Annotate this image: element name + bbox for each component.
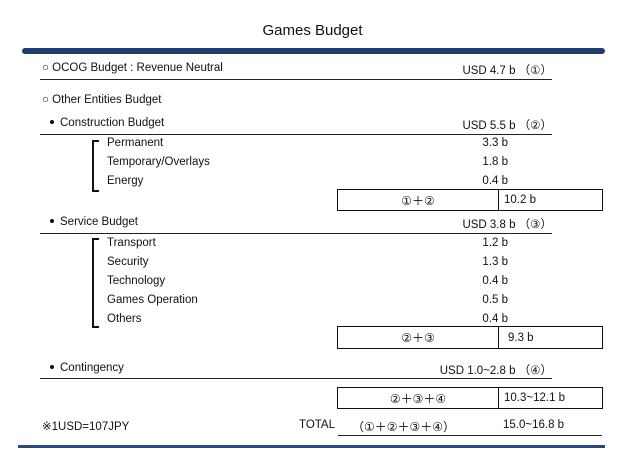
- sum-value: 10.3~12.1 b: [504, 392, 566, 404]
- service-underline: [40, 233, 552, 234]
- total-value: 15.0~16.8 b: [503, 419, 565, 431]
- sum-formula: ②＋③＋④: [389, 391, 447, 406]
- bullet-icon: [50, 218, 54, 223]
- service-item-label: Others: [107, 313, 142, 325]
- other-entities-label: ○ Other Entities Budget: [42, 94, 162, 106]
- header-bar: [22, 48, 605, 54]
- contingency-underline: [40, 378, 552, 379]
- contingency-sum-box: ②＋③＋④ 10.3~12.1 b: [337, 387, 603, 409]
- service-item-label: Technology: [107, 275, 166, 287]
- service-item-value: 0.4 b: [482, 313, 508, 325]
- total-formula: （①＋②＋③＋④）: [352, 420, 456, 434]
- construction-item-value: 1.8 b: [482, 156, 508, 168]
- ocog-underline: [40, 79, 552, 80]
- contingency-label-text: Contingency: [60, 362, 124, 374]
- total-underline: [338, 435, 602, 436]
- construction-item-label: Energy: [107, 175, 144, 187]
- construction-sum-box: ①＋② 10.2 b: [337, 189, 603, 211]
- construction-item-label: Permanent: [107, 137, 164, 149]
- sum-formula: ②＋③: [401, 331, 435, 345]
- sum-formula: ①＋②: [401, 193, 435, 208]
- total-label: TOTAL: [299, 419, 335, 431]
- footer-bar: [18, 445, 605, 448]
- service-sum-box: ②＋③ 9.3 b: [337, 326, 603, 349]
- bullet-icon: [50, 364, 54, 369]
- construction-item-value: 3.3 b: [482, 137, 508, 149]
- service-label: Service Budget: [50, 216, 138, 228]
- construction-underline: [40, 134, 552, 135]
- sum-value: 10.2 b: [504, 194, 536, 206]
- ocog-value: USD 4.7 b （①）: [462, 65, 552, 77]
- construction-label-text: Construction Budget: [60, 117, 165, 129]
- box-divider: [498, 327, 499, 348]
- page-title: Games Budget: [262, 22, 363, 39]
- service-item-value: 0.5 b: [482, 294, 508, 306]
- construction-bracket: [92, 140, 99, 192]
- construction-item-label: Temporary/Overlays: [107, 156, 210, 168]
- bullet-icon: [50, 119, 54, 124]
- sum-value: 9.3 b: [508, 331, 534, 344]
- ocog-label: ○ OCOG Budget : Revenue Neutral: [42, 62, 223, 74]
- box-divider: [498, 190, 499, 210]
- service-item-value: 1.3 b: [482, 256, 508, 268]
- contingency-label: Contingency: [50, 362, 124, 374]
- construction-label: Construction Budget: [50, 117, 164, 129]
- exchange-rate-note: ※1USD=107JPY: [42, 421, 130, 433]
- service-item-label: Games Operation: [107, 294, 198, 306]
- service-item-label: Transport: [107, 237, 156, 249]
- service-bracket: [92, 238, 99, 328]
- box-divider: [498, 388, 499, 408]
- contingency-value: USD 1.0~2.8 b （④）: [439, 365, 552, 377]
- service-item-value: 1.2 b: [482, 237, 508, 249]
- service-item-value: 0.4 b: [482, 275, 508, 287]
- service-value: USD 3.8 b （③）: [462, 219, 552, 231]
- construction-item-value: 0.4 b: [482, 175, 508, 187]
- service-label-text: Service Budget: [60, 216, 138, 228]
- construction-value: USD 5.5 b （②）: [462, 120, 552, 132]
- service-item-label: Security: [107, 256, 149, 268]
